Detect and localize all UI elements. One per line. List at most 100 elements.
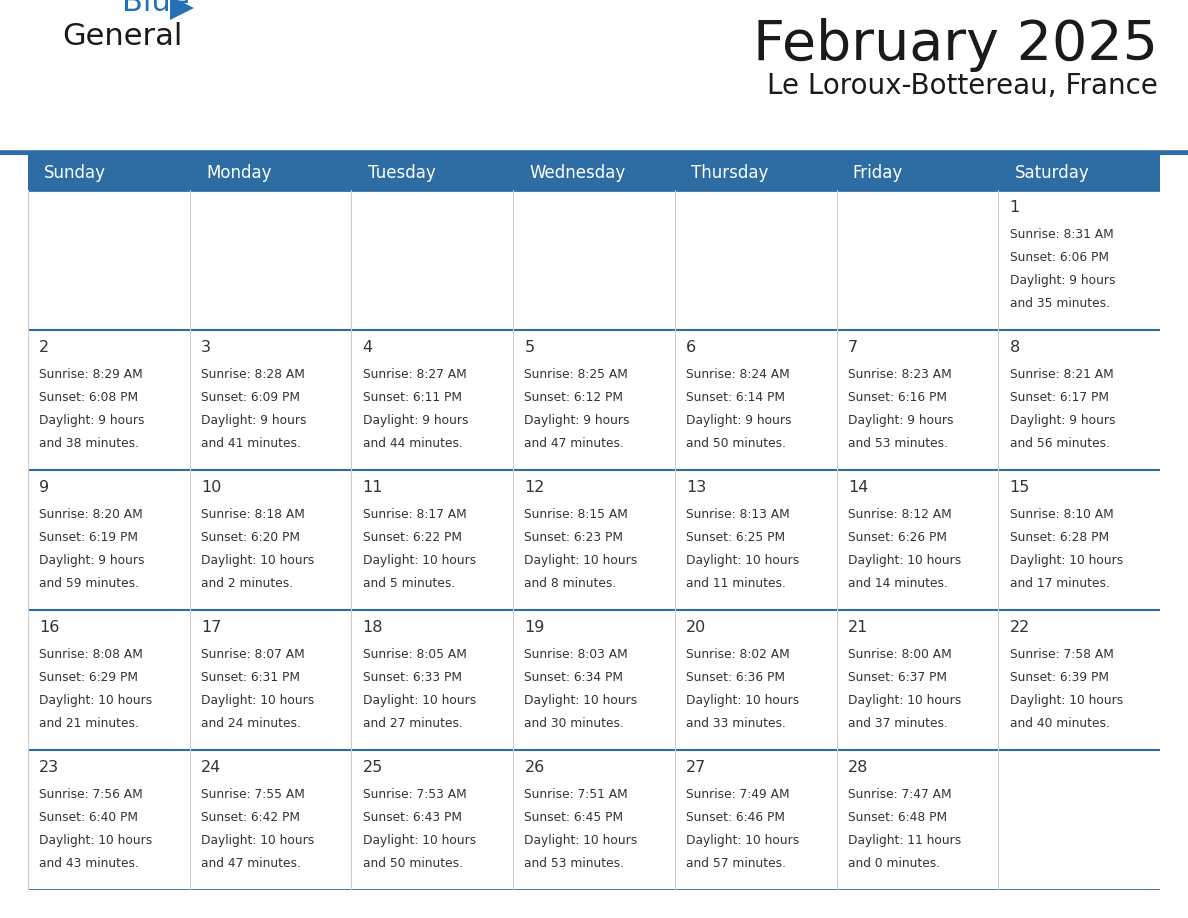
Text: and 47 minutes.: and 47 minutes. — [201, 857, 301, 870]
Text: Sunrise: 7:56 AM: Sunrise: 7:56 AM — [39, 788, 143, 800]
Text: Daylight: 10 hours: Daylight: 10 hours — [1010, 554, 1123, 567]
Text: Sunrise: 8:08 AM: Sunrise: 8:08 AM — [39, 648, 144, 661]
Bar — [998, 470, 1159, 610]
Bar — [190, 610, 352, 750]
Text: 9: 9 — [39, 480, 50, 495]
Bar — [675, 330, 836, 470]
Text: Sunrise: 8:03 AM: Sunrise: 8:03 AM — [524, 648, 628, 661]
Bar — [998, 190, 1159, 330]
Text: and 27 minutes.: and 27 minutes. — [362, 717, 462, 730]
Text: Sunrise: 7:47 AM: Sunrise: 7:47 AM — [848, 788, 952, 800]
Text: Sunrise: 8:07 AM: Sunrise: 8:07 AM — [201, 648, 305, 661]
Text: 13: 13 — [687, 480, 707, 495]
Text: Sunset: 6:48 PM: Sunset: 6:48 PM — [848, 811, 947, 823]
Bar — [352, 470, 513, 610]
Bar — [998, 750, 1159, 890]
Text: Daylight: 10 hours: Daylight: 10 hours — [39, 834, 152, 847]
Text: Sunset: 6:12 PM: Sunset: 6:12 PM — [524, 391, 624, 404]
Text: Le Loroux-Bottereau, France: Le Loroux-Bottereau, France — [767, 72, 1158, 100]
Text: 22: 22 — [1010, 620, 1030, 635]
Text: 7: 7 — [848, 340, 858, 354]
Text: Sunset: 6:26 PM: Sunset: 6:26 PM — [848, 531, 947, 543]
Text: Sunday: Sunday — [44, 163, 106, 182]
Text: Blue: Blue — [122, 0, 190, 17]
Text: Sunrise: 8:05 AM: Sunrise: 8:05 AM — [362, 648, 467, 661]
Text: Sunrise: 7:51 AM: Sunrise: 7:51 AM — [524, 788, 628, 800]
Bar — [675, 610, 836, 750]
Bar — [998, 330, 1159, 470]
Text: Sunrise: 7:58 AM: Sunrise: 7:58 AM — [1010, 648, 1113, 661]
Text: Sunset: 6:43 PM: Sunset: 6:43 PM — [362, 811, 462, 823]
Text: 8: 8 — [1010, 340, 1019, 354]
Bar — [836, 750, 998, 890]
Text: and 56 minutes.: and 56 minutes. — [1010, 437, 1110, 450]
Text: Sunset: 6:09 PM: Sunset: 6:09 PM — [201, 391, 301, 404]
Bar — [675, 470, 836, 610]
Polygon shape — [170, 0, 194, 20]
Text: 1: 1 — [1010, 200, 1019, 215]
Bar — [190, 190, 352, 330]
Bar — [675, 190, 836, 330]
Text: and 47 minutes.: and 47 minutes. — [524, 437, 625, 450]
Text: 12: 12 — [524, 480, 545, 495]
Text: 18: 18 — [362, 620, 384, 635]
Text: Daylight: 10 hours: Daylight: 10 hours — [362, 834, 476, 847]
Text: Sunrise: 8:12 AM: Sunrise: 8:12 AM — [848, 508, 952, 521]
Text: and 41 minutes.: and 41 minutes. — [201, 437, 301, 450]
Text: Sunset: 6:46 PM: Sunset: 6:46 PM — [687, 811, 785, 823]
Text: 4: 4 — [362, 340, 373, 354]
Text: Sunrise: 8:20 AM: Sunrise: 8:20 AM — [39, 508, 143, 521]
Text: Daylight: 10 hours: Daylight: 10 hours — [524, 834, 638, 847]
Text: and 59 minutes.: and 59 minutes. — [39, 577, 139, 590]
Text: Tuesday: Tuesday — [367, 163, 435, 182]
Text: Sunset: 6:29 PM: Sunset: 6:29 PM — [39, 671, 138, 684]
Text: and 38 minutes.: and 38 minutes. — [39, 437, 139, 450]
Text: Sunset: 6:33 PM: Sunset: 6:33 PM — [362, 671, 462, 684]
Text: Sunset: 6:37 PM: Sunset: 6:37 PM — [848, 671, 947, 684]
Text: 16: 16 — [39, 620, 59, 635]
Bar — [29, 610, 190, 750]
Text: Daylight: 10 hours: Daylight: 10 hours — [687, 554, 800, 567]
Text: Sunset: 6:17 PM: Sunset: 6:17 PM — [1010, 391, 1108, 404]
Text: and 21 minutes.: and 21 minutes. — [39, 717, 139, 730]
Text: 24: 24 — [201, 760, 221, 775]
Text: Daylight: 10 hours: Daylight: 10 hours — [687, 834, 800, 847]
Text: Sunrise: 8:17 AM: Sunrise: 8:17 AM — [362, 508, 467, 521]
Text: Daylight: 10 hours: Daylight: 10 hours — [524, 554, 638, 567]
Text: 5: 5 — [524, 340, 535, 354]
Text: 17: 17 — [201, 620, 221, 635]
Bar — [513, 470, 675, 610]
Text: Daylight: 10 hours: Daylight: 10 hours — [201, 834, 315, 847]
Text: Daylight: 9 hours: Daylight: 9 hours — [1010, 274, 1116, 287]
Text: 15: 15 — [1010, 480, 1030, 495]
Text: 26: 26 — [524, 760, 545, 775]
Text: 3: 3 — [201, 340, 211, 354]
Text: Sunrise: 8:31 AM: Sunrise: 8:31 AM — [1010, 228, 1113, 241]
Text: Sunset: 6:31 PM: Sunset: 6:31 PM — [201, 671, 301, 684]
Text: Sunset: 6:34 PM: Sunset: 6:34 PM — [524, 671, 624, 684]
Text: Daylight: 9 hours: Daylight: 9 hours — [39, 554, 145, 567]
Text: and 57 minutes.: and 57 minutes. — [687, 857, 786, 870]
Text: Sunrise: 8:29 AM: Sunrise: 8:29 AM — [39, 368, 143, 381]
Text: Sunset: 6:11 PM: Sunset: 6:11 PM — [362, 391, 462, 404]
Text: Sunset: 6:20 PM: Sunset: 6:20 PM — [201, 531, 301, 543]
Text: and 14 minutes.: and 14 minutes. — [848, 577, 948, 590]
Text: 28: 28 — [848, 760, 868, 775]
Text: Sunrise: 8:24 AM: Sunrise: 8:24 AM — [687, 368, 790, 381]
Bar — [29, 750, 190, 890]
Bar — [513, 330, 675, 470]
Text: and 53 minutes.: and 53 minutes. — [524, 857, 625, 870]
Text: Sunrise: 8:10 AM: Sunrise: 8:10 AM — [1010, 508, 1113, 521]
Text: 23: 23 — [39, 760, 59, 775]
Text: Saturday: Saturday — [1015, 163, 1089, 182]
Bar — [29, 470, 190, 610]
Text: and 40 minutes.: and 40 minutes. — [1010, 717, 1110, 730]
Bar — [513, 190, 675, 330]
Text: Sunrise: 7:49 AM: Sunrise: 7:49 AM — [687, 788, 790, 800]
Text: Sunrise: 8:23 AM: Sunrise: 8:23 AM — [848, 368, 952, 381]
Text: Sunset: 6:22 PM: Sunset: 6:22 PM — [362, 531, 462, 543]
Text: and 44 minutes.: and 44 minutes. — [362, 437, 462, 450]
Text: Daylight: 10 hours: Daylight: 10 hours — [1010, 694, 1123, 707]
Text: Sunrise: 8:21 AM: Sunrise: 8:21 AM — [1010, 368, 1113, 381]
Bar — [836, 190, 998, 330]
